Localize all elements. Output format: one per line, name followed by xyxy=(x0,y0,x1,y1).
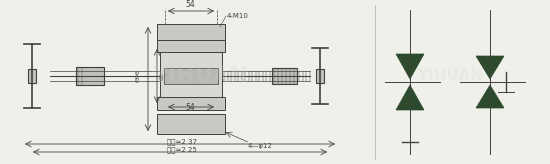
Polygon shape xyxy=(396,54,424,79)
Bar xyxy=(157,97,225,110)
Text: 全关≃2 25: 全关≃2 25 xyxy=(167,146,197,153)
Polygon shape xyxy=(476,56,504,79)
Bar xyxy=(76,67,104,85)
Text: Θ96: Θ96 xyxy=(136,70,141,82)
Text: 54: 54 xyxy=(185,103,195,112)
Bar xyxy=(157,24,225,40)
Polygon shape xyxy=(396,85,424,110)
Polygon shape xyxy=(476,85,504,108)
Bar xyxy=(157,40,225,52)
Text: 54: 54 xyxy=(185,0,195,9)
Bar xyxy=(157,114,225,134)
Bar xyxy=(160,52,222,97)
Text: YIHUAN: YIHUAN xyxy=(417,69,483,83)
Bar xyxy=(164,68,218,84)
Bar xyxy=(28,69,36,83)
Text: YIHUAN: YIHUAN xyxy=(152,66,248,86)
Bar xyxy=(316,69,324,83)
Text: 全开≃2 37: 全开≃2 37 xyxy=(167,138,197,145)
Text: 4—φ12: 4—φ12 xyxy=(248,143,273,149)
Bar xyxy=(272,68,297,84)
Text: 60: 60 xyxy=(160,72,165,80)
Text: 4-M10: 4-M10 xyxy=(227,13,249,19)
